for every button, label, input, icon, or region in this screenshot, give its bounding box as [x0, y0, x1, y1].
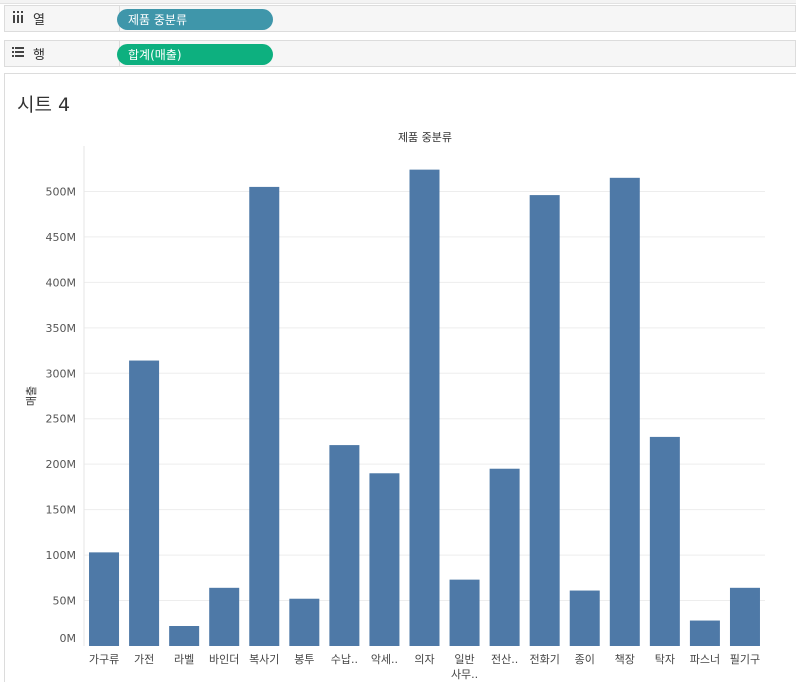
y-tick-label: 100M — [46, 549, 77, 562]
x-tick-label: 복사기 — [249, 653, 279, 666]
bar[interactable] — [169, 626, 200, 646]
bar[interactable] — [289, 598, 320, 646]
x-tick-label: 악세.. — [371, 653, 398, 666]
x-tick-label: 책장 — [615, 653, 635, 666]
bar[interactable] — [129, 360, 160, 646]
bar[interactable] — [409, 169, 440, 647]
x-tick-label: 가구류 — [89, 653, 119, 666]
bar[interactable] — [689, 620, 720, 646]
y-tick-label: 200M — [46, 458, 77, 471]
rows-shelf[interactable]: 행 합계(매출) — [4, 40, 796, 67]
columns-shelf[interactable]: 열 제품 중분류 — [4, 5, 796, 32]
y-tick-label: 250M — [46, 413, 77, 426]
x-tick-label: 일반 — [454, 652, 474, 666]
toolbar-strip — [0, 0, 796, 4]
bar[interactable] — [649, 436, 680, 646]
y-tick-label: 150M — [46, 504, 77, 517]
rows-pill[interactable]: 합계(매출) — [117, 44, 273, 65]
chart-title: 제품 중분류 — [398, 131, 452, 144]
rows-list-icon — [11, 46, 25, 61]
x-tick-label: 필기구 — [730, 653, 760, 666]
columns-pill[interactable]: 제품 중분류 — [117, 9, 273, 30]
y-tick-label: 50M — [53, 595, 77, 608]
bar[interactable] — [329, 445, 360, 646]
y-tick-label: 0M — [60, 632, 77, 645]
x-tick-label: 전산.. — [491, 653, 518, 666]
columns-shelf-label: 열 — [33, 13, 45, 28]
bar[interactable] — [729, 587, 760, 646]
bar[interactable] — [529, 195, 560, 646]
x-tick-label: 수납.. — [331, 653, 358, 666]
x-tick-label: 사무.. — [451, 668, 478, 681]
x-tick-label: 종이 — [575, 653, 595, 666]
x-tick-label: 의자 — [414, 653, 434, 666]
bar[interactable] — [609, 177, 640, 646]
y-tick-label: 500M — [46, 185, 77, 198]
y-tick-label: 400M — [46, 276, 77, 289]
rows-shelf-label: 행 — [33, 48, 45, 63]
columns-icon — [11, 11, 25, 26]
y-tick-label: 350M — [46, 322, 77, 335]
bar[interactable] — [489, 468, 520, 646]
bar[interactable] — [369, 473, 400, 646]
bar[interactable] — [449, 579, 480, 646]
x-tick-label: 파스너 — [690, 653, 720, 666]
y-tick-label: 450M — [46, 231, 77, 244]
x-tick-label: 전화기 — [529, 653, 559, 666]
bar[interactable] — [249, 186, 280, 646]
x-tick-label: 바인더 — [209, 653, 239, 666]
bar[interactable] — [89, 552, 120, 646]
x-tick-label: 탁자 — [655, 653, 675, 666]
y-tick-label: 300M — [46, 367, 77, 380]
bar[interactable] — [569, 590, 600, 646]
y-axis-label: 매출 — [25, 386, 38, 406]
sheet-title: 시트 4 — [17, 94, 71, 116]
x-tick-label: 봉투 — [294, 653, 314, 666]
x-tick-label: 가전 — [134, 653, 154, 666]
x-tick-label: 라벨 — [174, 653, 194, 666]
bar[interactable] — [209, 587, 240, 646]
